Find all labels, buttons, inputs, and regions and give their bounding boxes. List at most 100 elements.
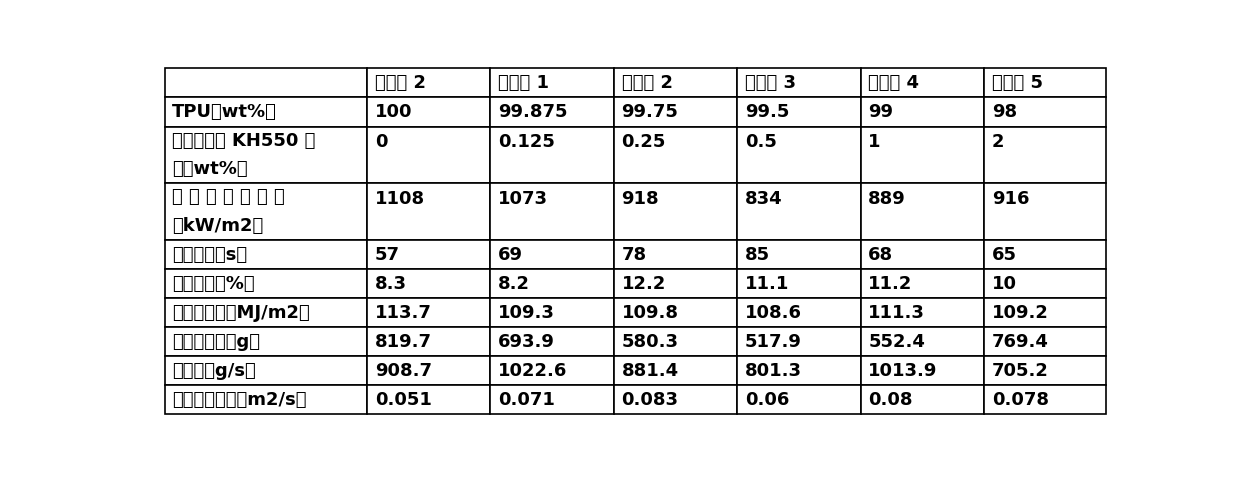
Text: 1013.9: 1013.9 — [868, 362, 937, 380]
Text: 109.8: 109.8 — [621, 304, 678, 322]
Text: 剩余质量（%）: 剩余质量（%） — [172, 274, 255, 293]
Bar — [985, 298, 1106, 327]
Text: 109.2: 109.2 — [992, 304, 1049, 322]
Text: 552.4: 552.4 — [868, 333, 925, 351]
Text: 1073: 1073 — [498, 190, 548, 208]
Bar — [861, 327, 985, 356]
Bar — [491, 183, 614, 240]
Bar — [738, 269, 861, 298]
Bar — [614, 127, 738, 183]
Text: 517.9: 517.9 — [745, 333, 802, 351]
Text: 99.75: 99.75 — [621, 103, 678, 121]
Bar — [165, 327, 367, 356]
Bar — [165, 98, 367, 127]
Text: 113.7: 113.7 — [374, 304, 432, 322]
Bar — [491, 240, 614, 269]
Bar — [491, 269, 614, 298]
Text: 78: 78 — [621, 246, 646, 263]
Text: 918: 918 — [621, 190, 660, 208]
Text: 0.078: 0.078 — [992, 391, 1049, 409]
Text: 0.08: 0.08 — [868, 391, 913, 409]
Bar — [367, 269, 491, 298]
Bar — [738, 98, 861, 127]
Bar — [614, 385, 738, 414]
Text: 99: 99 — [868, 103, 893, 121]
Text: 98: 98 — [992, 103, 1017, 121]
Text: 68: 68 — [868, 246, 893, 263]
Text: 769.4: 769.4 — [992, 333, 1049, 351]
Text: 粒（wt%）: 粒（wt%） — [172, 160, 248, 178]
Bar — [367, 98, 491, 127]
Text: 0.083: 0.083 — [621, 391, 678, 409]
Bar — [738, 127, 861, 183]
Text: 85: 85 — [745, 246, 770, 263]
Bar — [738, 240, 861, 269]
Bar — [165, 298, 367, 327]
Bar — [861, 356, 985, 385]
Text: 0.25: 0.25 — [621, 133, 666, 152]
Bar — [367, 327, 491, 356]
Bar — [367, 183, 491, 240]
Bar — [165, 127, 367, 183]
Bar — [367, 298, 491, 327]
Text: 11.2: 11.2 — [868, 274, 913, 293]
Text: 0.071: 0.071 — [498, 391, 556, 409]
Bar — [614, 269, 738, 298]
Bar — [985, 356, 1106, 385]
Text: 580.3: 580.3 — [621, 333, 678, 351]
Text: 99.5: 99.5 — [745, 103, 790, 121]
Text: 0.5: 0.5 — [745, 133, 776, 152]
Text: 对比例 2: 对比例 2 — [374, 74, 425, 92]
Text: 1108: 1108 — [374, 190, 425, 208]
Bar — [165, 240, 367, 269]
Text: 实施例 1: 实施例 1 — [498, 74, 549, 92]
Text: 0.051: 0.051 — [374, 391, 432, 409]
Text: 点燃时间（s）: 点燃时间（s） — [172, 246, 248, 263]
Bar — [491, 356, 614, 385]
Text: 烟因子（g/s）: 烟因子（g/s） — [172, 362, 255, 380]
Bar — [491, 385, 614, 414]
Bar — [738, 68, 861, 98]
Bar — [491, 98, 614, 127]
Bar — [614, 298, 738, 327]
Bar — [491, 327, 614, 356]
Text: 99.875: 99.875 — [498, 103, 568, 121]
Text: 916: 916 — [992, 190, 1029, 208]
Bar — [861, 127, 985, 183]
Bar — [861, 298, 985, 327]
Text: 109.3: 109.3 — [498, 304, 556, 322]
Text: 峰値生烟速率（m2/s）: 峰値生烟速率（m2/s） — [172, 391, 306, 409]
Text: 总的生烟量（g）: 总的生烟量（g） — [172, 333, 260, 351]
Text: 0.125: 0.125 — [498, 133, 556, 152]
Text: 1: 1 — [868, 133, 880, 152]
Bar — [367, 240, 491, 269]
Text: 819.7: 819.7 — [374, 333, 432, 351]
Bar — [861, 240, 985, 269]
Bar — [861, 68, 985, 98]
Text: 881.4: 881.4 — [621, 362, 678, 380]
Text: 111.3: 111.3 — [868, 304, 925, 322]
Bar — [861, 385, 985, 414]
Text: 12.2: 12.2 — [621, 274, 666, 293]
Bar — [491, 298, 614, 327]
Bar — [985, 127, 1106, 183]
Text: 8.3: 8.3 — [374, 274, 407, 293]
Bar — [985, 183, 1106, 240]
Text: （kW/m2）: （kW/m2） — [172, 217, 264, 235]
Bar — [985, 327, 1106, 356]
Text: 实施例 5: 实施例 5 — [992, 74, 1043, 92]
Bar — [165, 269, 367, 298]
Bar — [165, 356, 367, 385]
Text: 801.3: 801.3 — [745, 362, 802, 380]
Bar — [165, 68, 367, 98]
Bar — [614, 68, 738, 98]
Bar — [738, 385, 861, 414]
Text: TPU（wt%）: TPU（wt%） — [172, 103, 278, 121]
Text: 峰 値 热 释 放 速 率: 峰 値 热 释 放 速 率 — [172, 188, 285, 206]
Text: 8.2: 8.2 — [498, 274, 531, 293]
Text: 65: 65 — [992, 246, 1017, 263]
Text: 57: 57 — [374, 246, 399, 263]
Bar — [614, 327, 738, 356]
Bar — [985, 269, 1106, 298]
Bar — [614, 356, 738, 385]
